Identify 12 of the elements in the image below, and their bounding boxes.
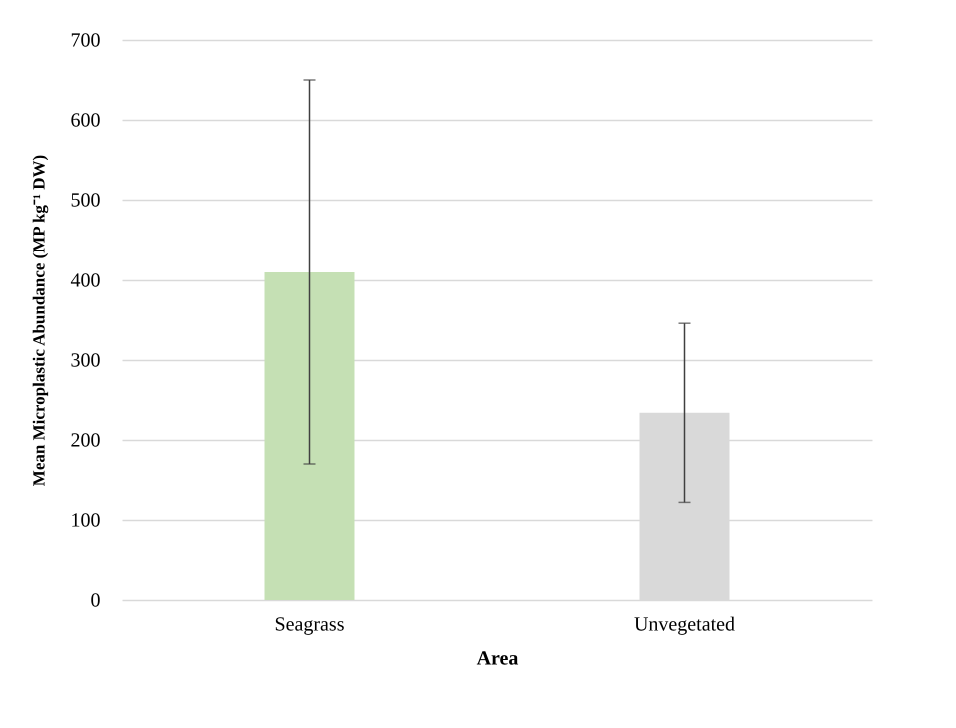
x-tick-label: Unvegetated	[634, 614, 736, 636]
y-tick-label: 200	[70, 430, 100, 452]
y-tick-label: 700	[70, 30, 100, 52]
y-tick-label: 600	[70, 110, 100, 132]
x-axis-title: Area	[476, 648, 518, 670]
x-tick-label: Seagrass	[274, 614, 345, 636]
y-tick-label: 500	[70, 190, 100, 212]
y-axis-title: Mean Microplastic Abundance (MP kg⁻¹ DW)	[30, 154, 48, 486]
y-tick-label: 0	[90, 590, 100, 612]
y-tick-label: 300	[70, 350, 100, 372]
y-tick-label: 100	[70, 510, 100, 532]
y-tick-label: 400	[70, 270, 100, 292]
